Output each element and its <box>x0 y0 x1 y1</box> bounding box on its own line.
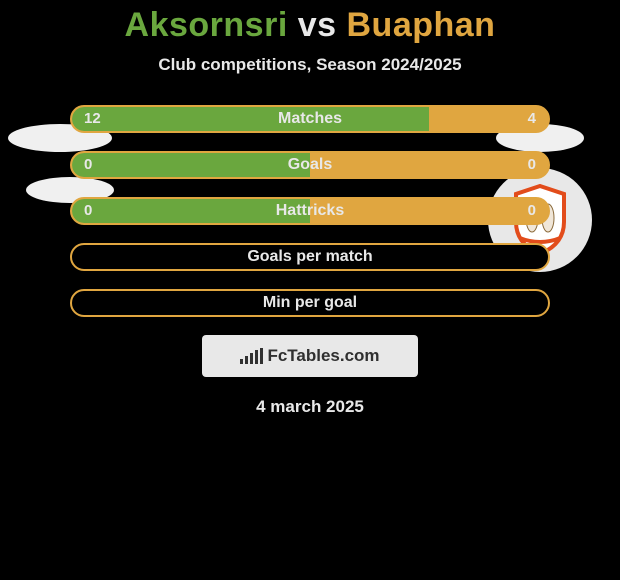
stat-row-label: Min per goal <box>72 291 548 315</box>
stat-row-value-right: 0 <box>528 199 536 223</box>
stat-row-label: Goals per match <box>72 245 548 269</box>
subtitle: Club competitions, Season 2024/2025 <box>0 55 620 75</box>
stat-row-value-left: 0 <box>84 153 92 177</box>
watermark: FcTables.com <box>202 335 418 377</box>
stat-row-value-right: 4 <box>528 107 536 131</box>
stat-row-value-right: 0 <box>528 153 536 177</box>
stat-row-min-per-goal: Min per goal <box>70 289 550 317</box>
stat-row-hattricks: Hattricks0 0 <box>70 197 550 225</box>
watermark-logo-icon <box>240 348 263 364</box>
stat-row-value-left: 12 <box>84 107 101 131</box>
stat-row-label: Matches <box>72 107 548 131</box>
stat-row-value-left: 0 <box>84 199 92 223</box>
stat-row-matches: Matches12 4 <box>70 105 550 133</box>
stat-row-goals-per-match: Goals per match <box>70 243 550 271</box>
player2-name: Buaphan <box>347 6 496 44</box>
watermark-text: FcTables.com <box>267 346 379 366</box>
player1-name: Aksornsri <box>125 6 288 44</box>
stat-row-goals: Goals0 0 <box>70 151 550 179</box>
vs-separator: vs <box>298 6 337 44</box>
stat-row-label: Hattricks <box>72 199 548 223</box>
stats-bars: Matches124Goals00Hattricks00Goals per ma… <box>70 105 550 317</box>
date: 4 march 2025 <box>0 397 620 417</box>
title: Aksornsri vs Buaphan <box>0 0 620 45</box>
stat-row-label: Goals <box>72 153 548 177</box>
comparison-infographic: Aksornsri vs Buaphan Club competitions, … <box>0 0 620 580</box>
